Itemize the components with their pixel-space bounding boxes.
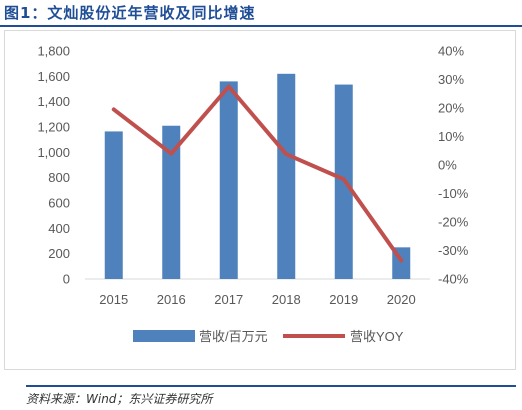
line-series bbox=[111, 84, 404, 263]
right-tick-label: -30% bbox=[438, 243, 469, 258]
right-tick-label: 40% bbox=[438, 44, 464, 59]
left-axis: 0 200 400 600 800 1,000 1,200 1,400 1,600 1,800 bbox=[37, 44, 70, 287]
left-tick-label: 1,000 bbox=[37, 145, 70, 160]
x-tick-label: 2016 bbox=[157, 292, 186, 307]
bar bbox=[104, 131, 123, 279]
left-tick-label: 1,400 bbox=[37, 94, 70, 109]
right-tick-label: 30% bbox=[438, 72, 464, 87]
legend-label-bar: 营收/百万元 bbox=[199, 329, 268, 344]
source-note: 资料来源：Wind；东兴证券研究所 bbox=[26, 392, 213, 406]
right-tick-label: 0% bbox=[438, 158, 457, 173]
x-tick-label: 2017 bbox=[214, 292, 243, 307]
left-tick-label: 1,200 bbox=[37, 120, 70, 135]
figure-title-bar: 图1：文灿股份近年营收及同比增速 bbox=[0, 0, 522, 27]
left-tick-label: 400 bbox=[48, 221, 70, 236]
source-note-bar: 资料来源：Wind；东兴证券研究所 bbox=[26, 385, 516, 407]
bar bbox=[219, 81, 238, 280]
x-tick-label: 2020 bbox=[387, 292, 416, 307]
x-tick-label: 2018 bbox=[272, 292, 301, 307]
legend-swatch-bar bbox=[133, 330, 195, 342]
right-tick-label: -20% bbox=[438, 215, 469, 230]
left-tick-label: 1,800 bbox=[37, 44, 70, 59]
chart-frame bbox=[4, 30, 516, 370]
bar bbox=[162, 125, 181, 279]
bar-series bbox=[104, 73, 411, 280]
left-tick-label: 200 bbox=[48, 246, 70, 261]
left-tick-label: 0 bbox=[63, 272, 70, 287]
right-tick-label: 10% bbox=[438, 129, 464, 144]
legend-label-line: 营收YOY bbox=[350, 329, 404, 344]
x-tick-label: 2015 bbox=[99, 292, 128, 307]
right-tick-label: -40% bbox=[438, 272, 469, 287]
x-tick-label: 2019 bbox=[329, 292, 358, 307]
right-tick-label: -10% bbox=[438, 186, 469, 201]
left-tick-label: 600 bbox=[48, 196, 70, 211]
right-tick-label: 20% bbox=[438, 101, 464, 116]
legend: 营收/百万元 营收YOY bbox=[133, 329, 404, 344]
x-axis: 2015 2016 2017 2018 2019 2020 bbox=[99, 292, 415, 307]
bar bbox=[277, 73, 296, 279]
left-tick-label: 1,600 bbox=[37, 69, 70, 84]
yoy-line bbox=[111, 84, 404, 263]
left-tick-label: 800 bbox=[48, 170, 70, 185]
right-axis: -40% -30% -20% -10% 0% 10% 20% 30% 40% bbox=[438, 44, 469, 287]
figure-title: 图1：文灿股份近年营收及同比增速 bbox=[4, 4, 256, 22]
